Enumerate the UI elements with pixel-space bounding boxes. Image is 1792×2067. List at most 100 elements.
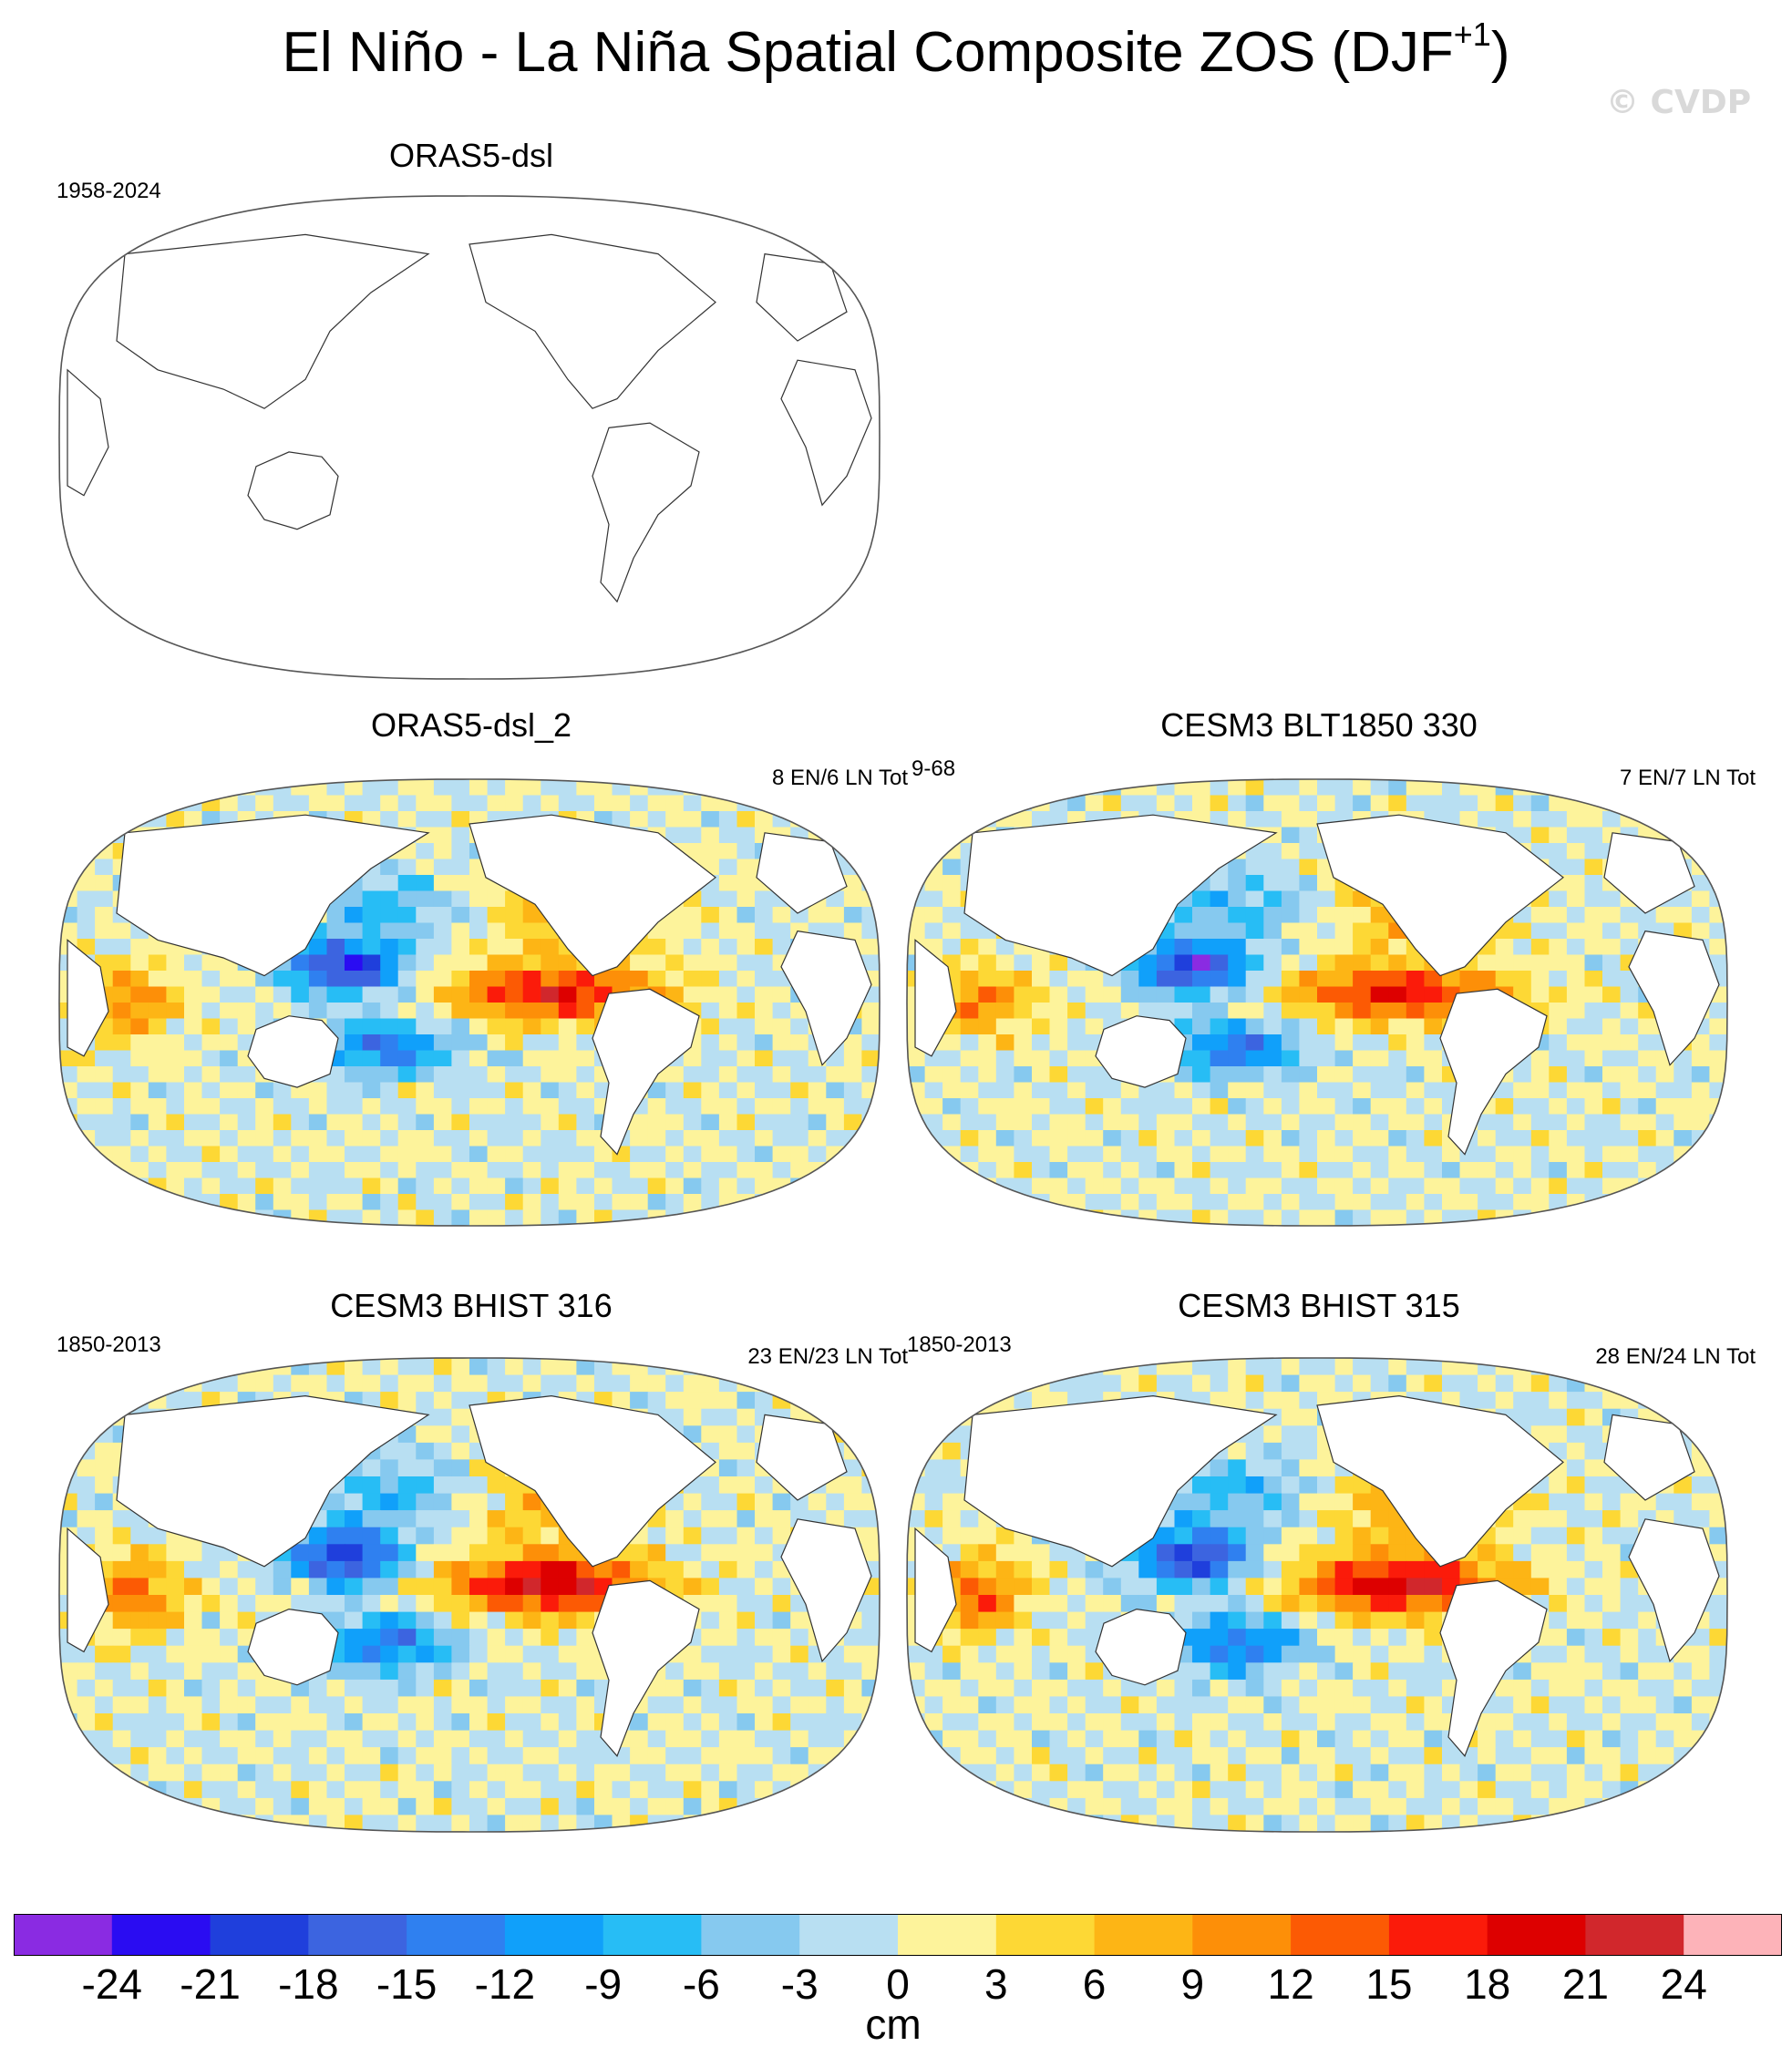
field-cell [112, 1578, 131, 1596]
field-cell [326, 1374, 345, 1393]
field-cell [487, 1209, 506, 1226]
field-cell [201, 1595, 221, 1613]
field-cell [1245, 1595, 1264, 1613]
field-cell [1674, 1114, 1693, 1131]
field-cell [1513, 1114, 1532, 1131]
field-cell [273, 1679, 292, 1698]
field-cell [755, 907, 774, 924]
field-cell [201, 1764, 221, 1782]
field-cell [1549, 1358, 1568, 1376]
field-cell [647, 1696, 666, 1714]
field-cell [1549, 1662, 1568, 1681]
field-cell [808, 795, 827, 812]
field-cell [1014, 1209, 1033, 1226]
field-cell [380, 1209, 399, 1226]
field-cell [148, 939, 167, 956]
field-cell [1638, 779, 1657, 797]
field-cell [522, 986, 541, 1003]
field-cell [736, 1696, 756, 1714]
field-cell [362, 907, 381, 924]
field-cell [1459, 971, 1478, 988]
field-cell [291, 971, 310, 988]
field-cell [1566, 1392, 1586, 1410]
field-cell [1513, 1510, 1532, 1528]
field-cell [326, 1696, 345, 1714]
field-cell [1388, 1162, 1407, 1179]
field-cell [1424, 1645, 1443, 1663]
field-cell [522, 1747, 541, 1765]
field-cell [1370, 1050, 1389, 1067]
landmass-samerica [592, 1579, 700, 1757]
field-cell [433, 1611, 453, 1630]
field-cell [1388, 1544, 1407, 1562]
field-cell [487, 1679, 506, 1698]
field-cell [541, 1662, 560, 1681]
field-cell [1067, 1162, 1087, 1179]
field-cell [220, 1645, 239, 1663]
field-cell [1388, 954, 1407, 972]
field-cell [1513, 1527, 1532, 1545]
field-cell [1228, 1034, 1247, 1052]
field-cell [1103, 1194, 1122, 1211]
field-cell [1602, 1066, 1622, 1084]
field-cell [1174, 1713, 1193, 1732]
field-cell [1228, 1082, 1247, 1099]
field-cell [1156, 1098, 1176, 1116]
field-cell [1602, 1713, 1622, 1732]
field-cell [112, 1713, 131, 1732]
field-cell [1032, 954, 1051, 972]
field-cell [1513, 1730, 1532, 1748]
field-cell [612, 1177, 631, 1195]
field-cell [1138, 1003, 1158, 1020]
field-cell [1299, 1459, 1318, 1477]
field-cell [1655, 1713, 1674, 1732]
field-cell [1674, 1730, 1693, 1748]
field-cell [522, 1578, 541, 1596]
field-cell [1138, 1560, 1158, 1579]
field-cell [1353, 795, 1372, 812]
panel-title-oras5-dsl: ORAS5-dsl [388, 137, 554, 174]
field-cell [843, 1425, 863, 1444]
field-cell [1674, 1082, 1693, 1099]
field-cell [112, 1629, 131, 1647]
field-cell [1620, 1194, 1639, 1211]
field-cell [308, 954, 328, 972]
field-cell [273, 1730, 292, 1748]
field-cell [1174, 1747, 1193, 1765]
field-cell [1032, 1050, 1051, 1067]
field-cell [755, 1764, 774, 1782]
field-cell [924, 1162, 943, 1179]
field-cell [665, 971, 685, 988]
field-cell [345, 1018, 364, 1035]
landmass-europe [756, 832, 848, 914]
field-cell [1334, 1082, 1354, 1099]
field-cell [843, 1476, 863, 1495]
field-cell [1156, 1595, 1176, 1613]
field-cell [1174, 1209, 1193, 1226]
field-cell [1334, 1034, 1354, 1052]
field-cell [184, 1358, 203, 1376]
field-cell [1228, 1459, 1247, 1477]
field-cell [345, 1066, 364, 1084]
field-cell [1424, 1034, 1443, 1052]
field-cell [522, 1645, 541, 1663]
field-cell [1210, 1374, 1229, 1393]
field-cell [718, 1493, 738, 1511]
field-cell [77, 1679, 96, 1698]
field-cell [960, 1034, 979, 1052]
field-cell [1228, 1130, 1247, 1147]
field-cell [1192, 1194, 1211, 1211]
field-cell [59, 1713, 78, 1732]
field-cell [1674, 1209, 1693, 1226]
field-cell [362, 1747, 381, 1765]
field-cell [1584, 1493, 1603, 1511]
field-cell [1228, 1730, 1247, 1748]
field-cell [826, 1781, 845, 1799]
field-cell [978, 1050, 997, 1067]
field-cell [1210, 1662, 1229, 1681]
field-cell [736, 1662, 756, 1681]
field-cell [755, 1781, 774, 1799]
field-cell [541, 986, 560, 1003]
field-cell [1299, 1177, 1318, 1195]
field-cell [736, 986, 756, 1003]
